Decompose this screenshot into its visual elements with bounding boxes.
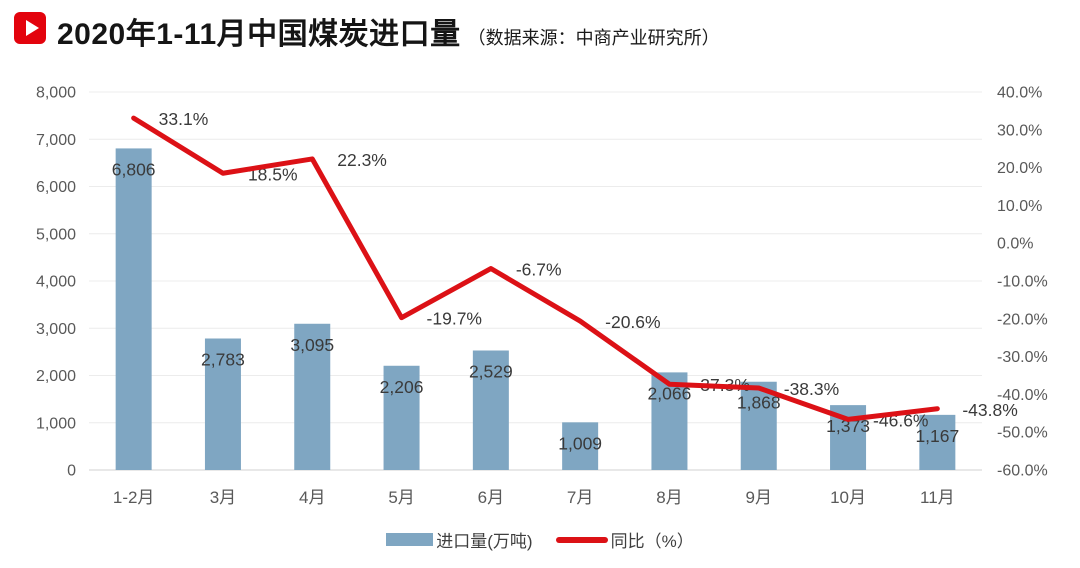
left-axis-tick-label: 2,000 [36,368,76,385]
x-axis-category-label: 7月 [567,488,593,507]
x-axis-category-label: 9月 [746,488,772,507]
right-axis-tick-label: -40.0% [997,387,1048,404]
bar [562,422,599,470]
bar [651,372,688,470]
bar [115,148,152,470]
left-axis-tick-label: 0 [67,463,76,480]
bar-value-label: 2,783 [201,350,245,370]
right-axis-tick-label: -10.0% [997,274,1048,291]
x-axis-category-label: 10月 [830,488,866,507]
x-axis-category-label: 1-2月 [113,488,155,507]
right-axis-tick-label: 20.0% [997,160,1042,177]
left-axis-tick-label: 1,000 [36,415,76,432]
legend-label-yoy: 同比（%） [610,532,694,551]
bar [919,414,956,470]
right-axis-tick-label: -30.0% [997,349,1048,366]
yoy-line [131,115,940,422]
bar [383,365,420,470]
x-axis-category-label: 5月 [388,488,414,507]
play-triangle-icon [25,20,39,36]
chart-legend: 进口量(万吨) 同比（%） [0,527,1080,552]
bar-value-label: 2,529 [469,362,513,382]
x-axis-category-label: 6月 [478,488,504,507]
legend-item-yoy: 同比（%） [555,527,694,552]
left-axis-tick-label: 7,000 [36,132,76,149]
bar [204,338,241,470]
yoy-point-label: -38.3% [784,379,839,399]
legend-label-imports: 进口量(万吨) [436,532,533,551]
right-axis-tick-label: -50.0% [997,425,1048,442]
bar-value-label: 1,868 [737,393,781,413]
x-axis-category-label: 3月 [210,488,236,507]
yoy-point-label: -43.8% [962,400,1017,420]
right-axis-tick-label: 40.0% [997,85,1042,102]
chart-title: 2020年1-11月中国煤炭进口量 [57,18,461,51]
x-axis-category-label: 8月 [656,488,682,507]
left-axis-tick-label: 6,000 [36,179,76,196]
left-axis-tick-label: 4,000 [36,274,76,291]
title-wrap: 2020年1-11月中国煤炭进口量 （数据来源：中商产业研究所） [57,9,720,53]
x-axis-category-label: 11月 [920,488,955,507]
line-series-swatch-icon [555,536,608,543]
left-axis-tick-label: 3,000 [36,321,76,338]
left-axis-tick-label: 5,000 [36,226,76,243]
right-axis-tick-label: -20.0% [997,311,1048,328]
legend-item-imports: 进口量(万吨) [386,527,533,552]
play-badge-icon [14,12,46,44]
bar-series-swatch-icon [386,533,434,546]
yoy-point-label: 22.3% [337,150,387,170]
bar [294,323,331,470]
right-axis-tick-label: 10.0% [997,198,1042,215]
bar-value-label: 3,095 [290,335,334,355]
right-axis-tick-label: 0.0% [997,236,1033,253]
left-axis-tick-label: 8,000 [36,85,76,102]
right-axis-tick-label: -60.0% [997,463,1048,480]
yoy-point-label: -19.7% [427,309,482,329]
bar-value-label: 1,373 [826,416,870,436]
x-axis-category-label: 4月 [299,488,325,507]
chart-source-note: （数据来源：中商产业研究所） [467,28,720,48]
yoy-point-label: -20.6% [605,312,660,332]
yoy-point-label: -6.7% [516,260,562,280]
right-axis-tick-label: 30.0% [997,122,1042,139]
yoy-point-label: 33.1% [159,109,209,129]
bar-value-label: 2,066 [648,383,692,403]
bar-value-label: 2,206 [380,377,424,397]
bar-value-label: 6,806 [112,159,156,179]
bar [472,350,509,470]
bar [740,381,777,470]
bar-value-label: 1,009 [558,433,602,453]
bar-value-label: 1,167 [915,426,959,446]
chart-header: 2020年1-11月中国煤炭进口量 （数据来源：中商产业研究所） [14,9,720,53]
